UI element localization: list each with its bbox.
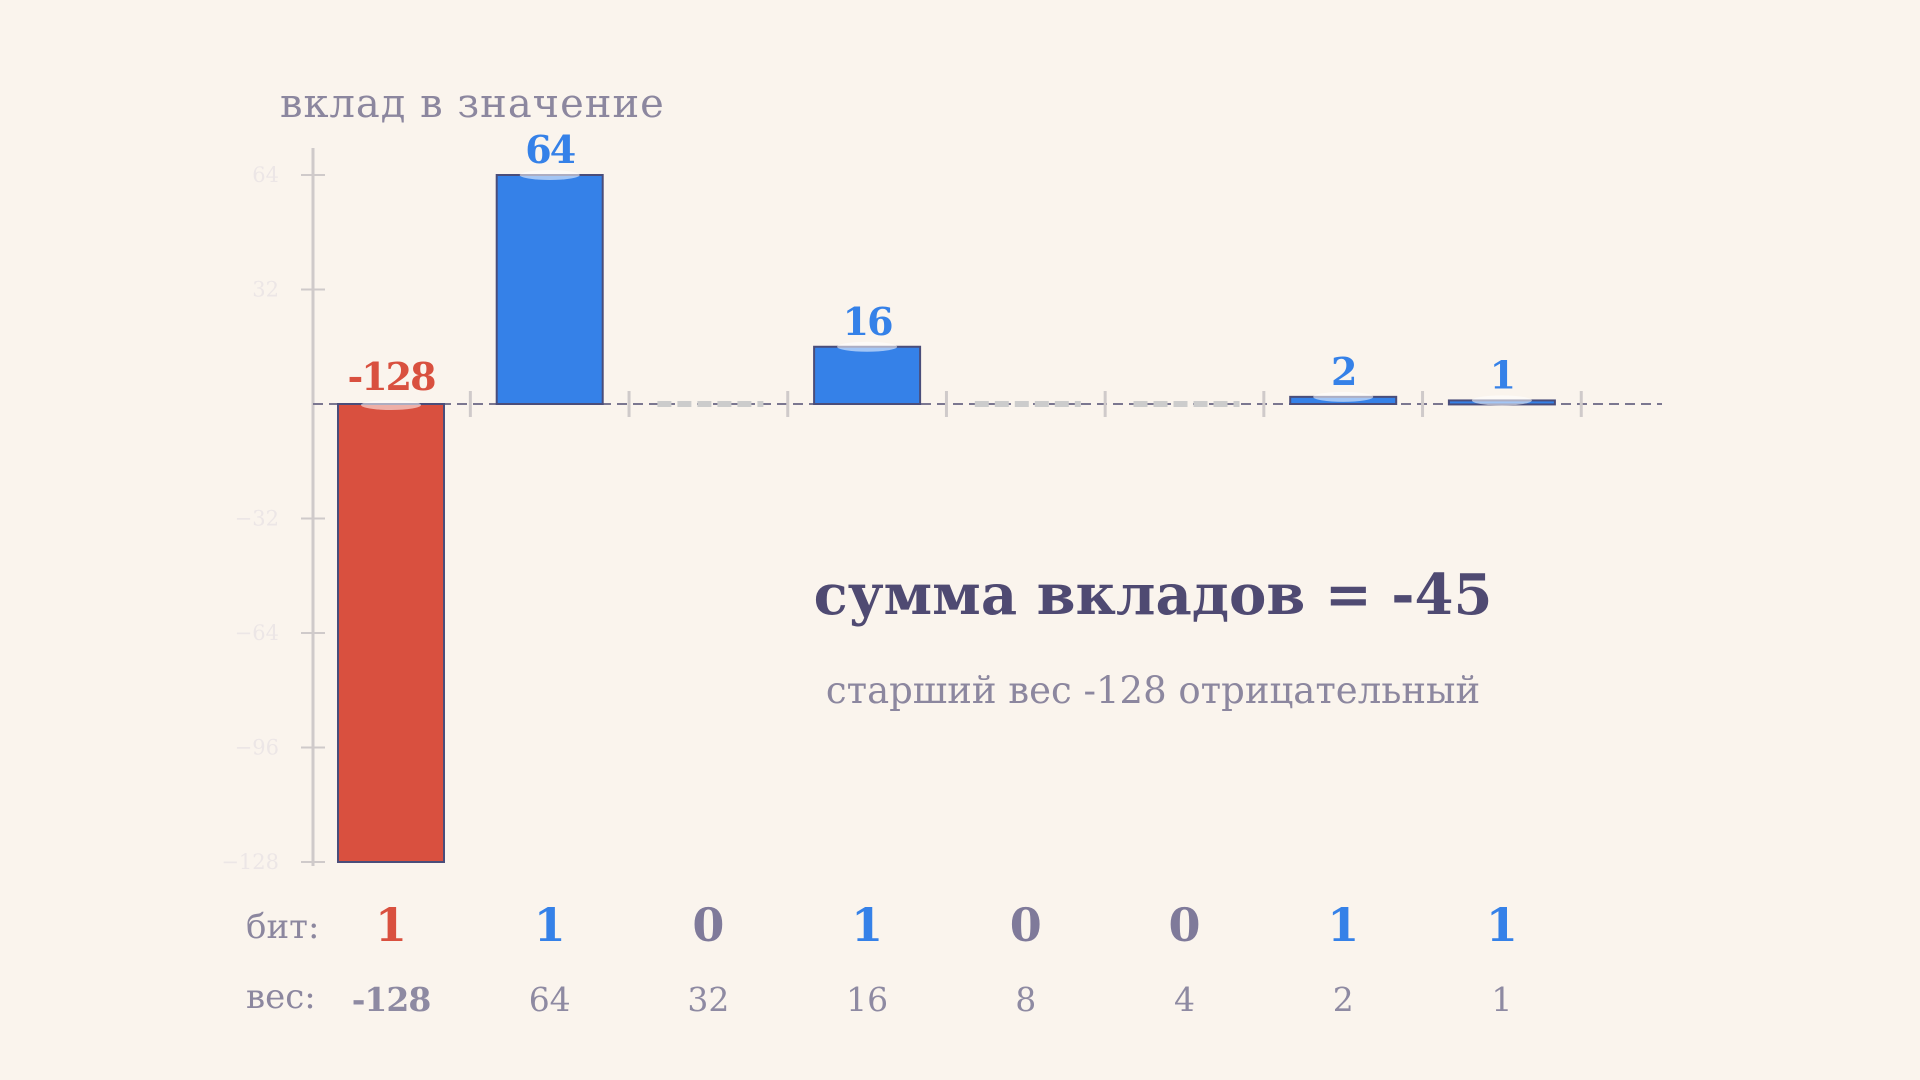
bar--128 [337,403,445,863]
sum-annotation: сумма вкладов = -45 [814,562,1493,628]
value-label-16: 16 [843,299,892,344]
bars [337,170,1556,863]
bit-digit: 1 [851,898,883,952]
y-tick-label: −96 [235,736,279,760]
bit-digit: 0 [1168,898,1200,952]
weight-value: -128 [352,980,431,1019]
value-label-1: 1 [1490,352,1514,397]
bit-digit: 0 [692,898,724,952]
y-tick-label: 32 [252,278,279,302]
bit-digit: 0 [1010,898,1042,952]
bar-highlight [1313,391,1374,402]
bit-row: 1 1 0 1 0 0 1 1 [375,898,1518,952]
bar-highlight [519,170,580,180]
y-tick-label: −128 [221,850,279,874]
weight-value: 64 [529,980,571,1019]
bar-highlight [1471,395,1532,406]
weight-value: 1 [1491,980,1512,1019]
bit-digit: 1 [1327,898,1359,952]
bit-digit: 1 [375,898,407,952]
weight-value: 16 [846,980,888,1019]
bar-highlight [361,400,421,410]
y-axis-title: вклад в значение [280,81,665,127]
y-tick-label: −64 [235,621,279,645]
weight-row-label: вес: [246,977,316,1017]
value-label-2: 2 [1331,349,1355,394]
y-tick-label: 64 [252,163,279,187]
bit-row-label: бит: [246,907,319,947]
weight-row: -128 64 32 16 8 4 2 1 [352,980,1513,1019]
weight-value: 32 [687,980,729,1019]
bar-highlight [837,341,898,352]
value-label-64: 64 [525,127,574,172]
bar-64 [495,174,604,405]
weight-value: 8 [1015,980,1036,1019]
bar-16 [813,345,922,405]
weight-value: 2 [1333,980,1354,1019]
value-label--128: -128 [347,354,435,399]
sign-note: старший вес -128 отрицательный [826,669,1480,712]
y-tick-label: −32 [235,507,279,531]
bit-digit: 1 [534,898,566,952]
weight-value: 4 [1174,980,1195,1019]
value-labels: -128 64 16 2 1 [347,127,1516,399]
bit-digit: 1 [1486,898,1518,952]
